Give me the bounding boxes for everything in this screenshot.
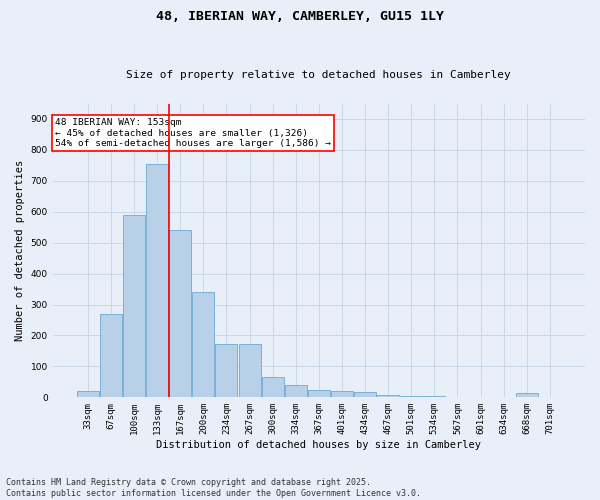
Bar [400, 396, 422, 398]
Text: Contains HM Land Registry data © Crown copyright and database right 2025.
Contai: Contains HM Land Registry data © Crown c… [6, 478, 421, 498]
Bar [215, 344, 238, 398]
Text: 48, IBERIAN WAY, CAMBERLEY, GU15 1LY: 48, IBERIAN WAY, CAMBERLEY, GU15 1LY [156, 10, 444, 23]
Text: 48 IBERIAN WAY: 153sqm
← 45% of detached houses are smaller (1,326)
54% of semi-: 48 IBERIAN WAY: 153sqm ← 45% of detached… [55, 118, 331, 148]
Bar [285, 385, 307, 398]
Bar [239, 344, 260, 398]
Bar [331, 391, 353, 398]
Bar [377, 395, 399, 398]
Bar [308, 390, 330, 398]
Bar [77, 390, 99, 398]
Bar [146, 164, 168, 398]
Bar [516, 392, 538, 398]
Bar [123, 215, 145, 398]
X-axis label: Distribution of detached houses by size in Camberley: Distribution of detached houses by size … [157, 440, 481, 450]
Bar [262, 377, 284, 398]
Y-axis label: Number of detached properties: Number of detached properties [15, 160, 25, 341]
Bar [446, 396, 469, 398]
Bar [100, 314, 122, 398]
Title: Size of property relative to detached houses in Camberley: Size of property relative to detached ho… [127, 70, 511, 81]
Bar [424, 396, 445, 398]
Bar [169, 230, 191, 398]
Bar [354, 392, 376, 398]
Bar [539, 396, 561, 398]
Bar [193, 292, 214, 398]
